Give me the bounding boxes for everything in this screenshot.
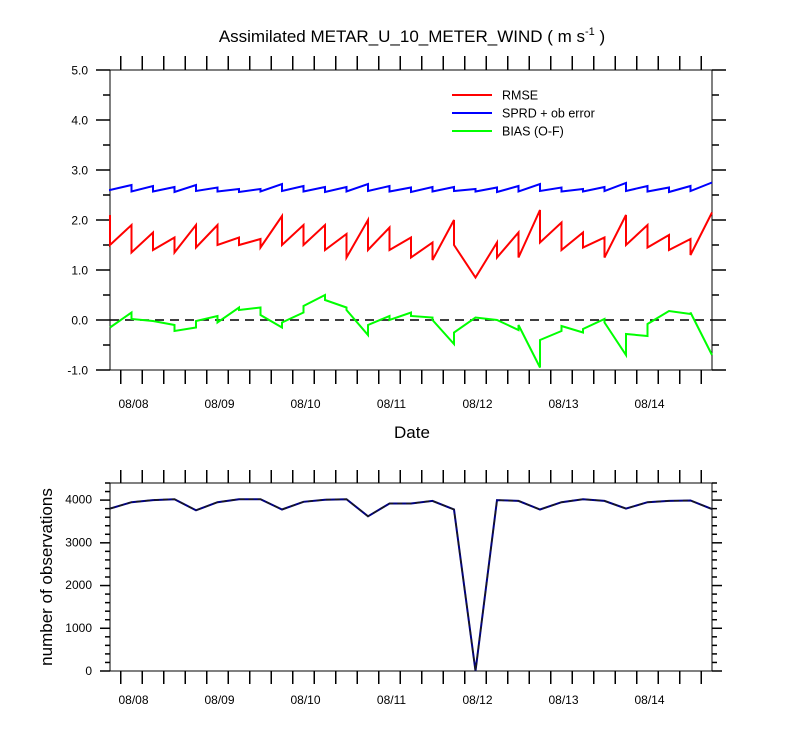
series-line-observations	[109, 498, 713, 672]
x-tick-label: 08/08	[118, 397, 148, 411]
bottom-y-tick-labels: 4000 3000 2000 1000 0	[65, 493, 92, 679]
y-tick-label: -1.0	[67, 364, 88, 378]
top-tick-marks	[96, 56, 726, 384]
x-tick-label: 08/14	[634, 397, 664, 411]
legend-label-sprd: SPRD + ob error	[502, 107, 595, 121]
x-tick-label: 08/08	[118, 693, 148, 707]
top-x-tick-labels: 08/08 08/09 08/10 08/11 08/12 08/13 08/1…	[118, 397, 664, 411]
legend-label-rmse: RMSE	[502, 89, 538, 103]
top-chart: Assimilated METAR_U_10_METER_WIND ( m s-…	[67, 26, 726, 442]
series-line-bias	[109, 293, 713, 368]
y-tick-label: 4.0	[71, 114, 88, 128]
x-tick-label: 08/11	[377, 693, 406, 707]
series-line-sprd	[109, 181, 713, 194]
y-tick-label: 5.0	[71, 64, 88, 78]
series-line-rmse	[109, 209, 713, 280]
chart-title-superscript: -1	[585, 26, 595, 38]
x-tick-label: 08/09	[204, 397, 234, 411]
bottom-x-tick-labels: 08/08 08/09 08/10 08/11 08/12 08/13 08/1…	[118, 693, 664, 707]
x-tick-label: 08/11	[377, 397, 406, 411]
x-tick-label: 08/12	[462, 693, 492, 707]
y-tick-label: 1000	[65, 621, 92, 635]
x-tick-label: 08/10	[290, 693, 320, 707]
y-tick-label: 1.0	[71, 264, 88, 278]
bottom-chart: 4000 3000 2000 1000 0 08/08 08/09 08/10 …	[37, 470, 722, 707]
y-tick-label: 2.0	[71, 214, 88, 228]
y-tick-label: 0	[85, 664, 92, 678]
x-tick-label: 08/09	[204, 693, 234, 707]
x-tick-label: 08/13	[548, 397, 578, 411]
chart-title: Assimilated METAR_U_10_METER_WIND ( m s-…	[219, 26, 605, 46]
x-axis-label: Date	[394, 423, 430, 442]
top-y-tick-labels: 5.0 4.0 3.0 2.0 1.0 0.0 -1.0	[67, 64, 88, 378]
chart-title-end: )	[595, 27, 605, 46]
x-tick-label: 08/13	[548, 693, 578, 707]
y-axis-label: number of observations	[37, 488, 56, 666]
x-tick-label: 08/14	[634, 693, 664, 707]
bottom-plot-frame	[109, 482, 713, 672]
y-tick-label: 2000	[65, 578, 92, 592]
series-line-observations-dashed	[109, 498, 713, 672]
y-tick-label: 0.0	[71, 314, 88, 328]
legend: RMSE SPRD + ob error BIAS (O-F)	[452, 89, 595, 139]
legend-label-bias: BIAS (O-F)	[502, 125, 564, 139]
x-tick-label: 08/12	[462, 397, 492, 411]
top-plot-frame	[109, 69, 713, 371]
bottom-tick-marks	[100, 470, 722, 684]
y-tick-label: 4000	[65, 493, 92, 507]
chart-title-main: Assimilated METAR_U_10_METER_WIND ( m s	[219, 27, 585, 46]
y-tick-label: 3000	[65, 536, 92, 550]
y-tick-label: 3.0	[71, 164, 88, 178]
x-tick-label: 08/10	[290, 397, 320, 411]
